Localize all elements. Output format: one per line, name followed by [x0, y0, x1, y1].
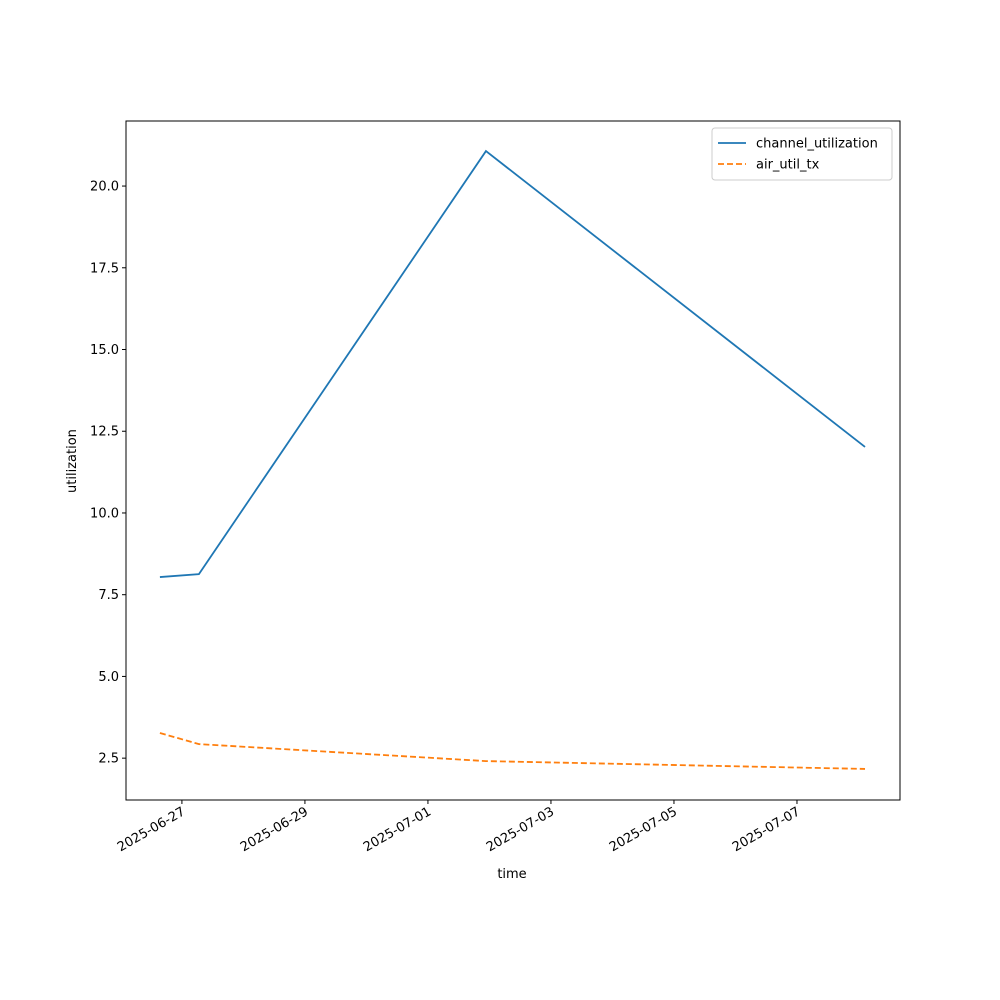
y-tick-label: 15.0 — [90, 343, 119, 358]
y-axis-label: utilization — [65, 429, 80, 493]
x-tick-label: 2025-07-01 — [361, 804, 434, 855]
y-tick-label: 17.5 — [90, 261, 119, 276]
x-tick-label: 2025-07-05 — [607, 804, 680, 855]
x-tick-label: 2025-07-07 — [730, 804, 803, 855]
x-axis-label: time — [497, 867, 526, 882]
y-tick-label: 20.0 — [90, 180, 119, 195]
y-tick-label: 5.0 — [98, 670, 119, 685]
plot-frame — [125, 120, 901, 801]
y-tick-label: 10.0 — [90, 506, 119, 521]
legend-box — [711, 127, 893, 181]
y-tick-label: 2.5 — [98, 752, 119, 767]
x-tick-label: 2025-06-27 — [115, 804, 188, 855]
legend-label: channel_utilization — [756, 137, 878, 152]
legend-label: air_util_tx — [756, 158, 820, 173]
x-tick-label: 2025-07-03 — [484, 804, 557, 855]
series-line — [159, 732, 866, 770]
y-tick-label: 12.5 — [90, 425, 119, 440]
series-line — [159, 149, 866, 578]
x-tick-label: 2025-06-29 — [238, 804, 311, 855]
y-tick-label: 7.5 — [98, 588, 119, 603]
